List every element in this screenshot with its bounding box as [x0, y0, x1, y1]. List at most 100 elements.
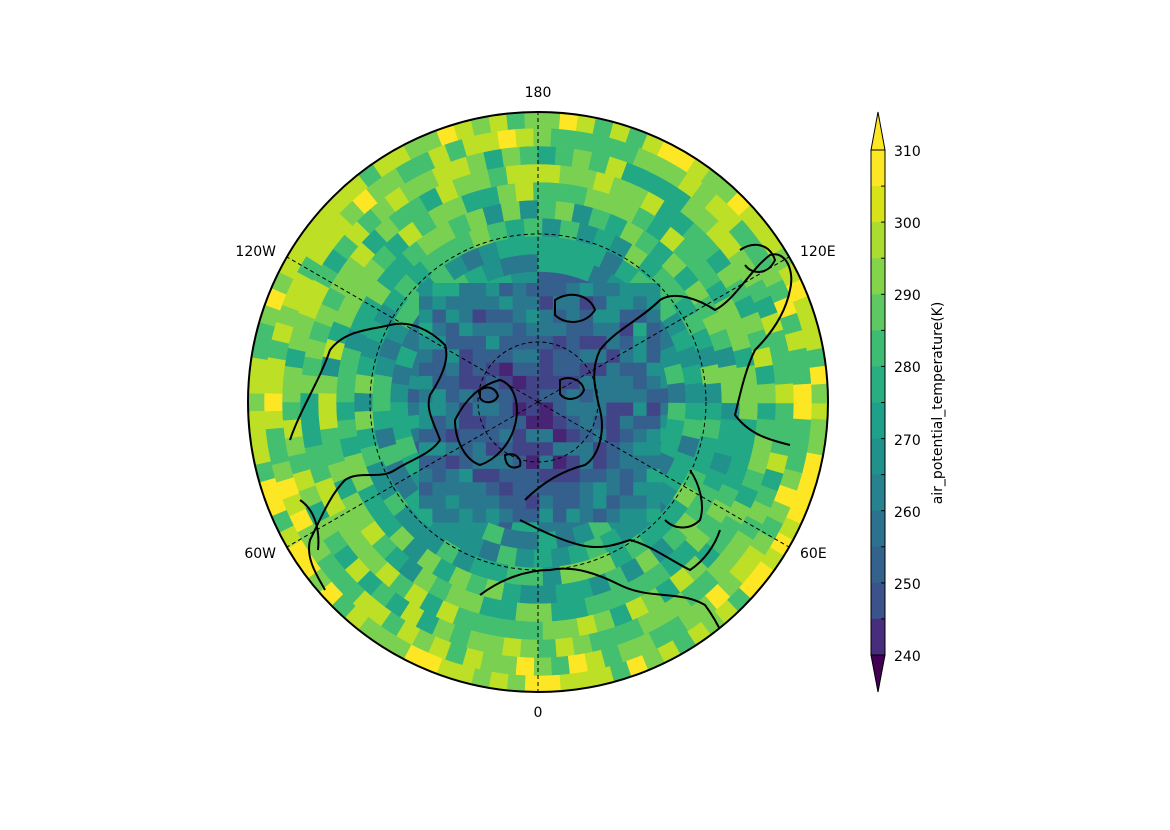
- temperature-cell: [485, 362, 500, 377]
- temperature-cell: [472, 442, 487, 456]
- temperature-cell: [459, 455, 473, 470]
- temperature-cell: [419, 508, 433, 523]
- colorbar-segment: [871, 222, 885, 259]
- temperature-cell: [445, 415, 460, 430]
- temperature-cell: [619, 468, 634, 483]
- temperature-cell: [419, 442, 433, 456]
- temperature-cell: [606, 336, 621, 350]
- temperature-cell: [811, 401, 828, 422]
- colorbar-segment: [871, 366, 885, 403]
- temperature-cell: [553, 691, 575, 692]
- temperature-cell: [448, 112, 473, 123]
- temperature-cell: [512, 309, 527, 324]
- temperature-cell: [646, 336, 661, 350]
- temperature-cell: [472, 482, 487, 496]
- temperature-cell: [472, 468, 487, 483]
- temperature-cell: [537, 253, 559, 274]
- temperature-cell: [497, 128, 519, 150]
- meridian-label-120w: 120W: [235, 244, 276, 260]
- temperature-cell: [566, 362, 581, 377]
- temperature-cell: [532, 235, 554, 255]
- temperature-cell: [552, 415, 567, 430]
- temperature-cell: [248, 364, 249, 386]
- temperature-cell: [485, 309, 500, 324]
- temperature-cell: [579, 429, 594, 443]
- temperature-cell: [512, 349, 527, 364]
- temperature-cell: [830, 384, 849, 403]
- temperature-cell: [526, 296, 540, 310]
- colorbar-segment: [871, 258, 885, 295]
- temperature-cell: [317, 391, 337, 412]
- temperature-cell: [445, 389, 460, 403]
- temperature-cell: [499, 402, 514, 417]
- temperature-cell: [432, 495, 447, 510]
- temperature-cell: [570, 689, 593, 692]
- temperature-cell: [552, 455, 567, 470]
- temperature-cell: [512, 442, 527, 456]
- temperature-cell: [335, 382, 356, 403]
- colorbar-segment: [871, 582, 885, 620]
- temperature-cell: [499, 495, 514, 510]
- temperature-cell: [646, 495, 661, 510]
- temperature-cell: [512, 283, 527, 297]
- temperature-cell: [485, 296, 500, 310]
- temperature-cell: [512, 429, 527, 443]
- temperature-cell: [619, 389, 634, 403]
- temperature-cell: [319, 426, 341, 449]
- temperature-cell: [432, 336, 447, 350]
- temperature-cell: [552, 362, 567, 377]
- temperature-cell: [566, 442, 581, 456]
- temperature-cell: [432, 442, 447, 456]
- temperature-cell: [566, 415, 581, 430]
- temperature-cell: [485, 442, 500, 456]
- temperature-cell: [540, 674, 562, 692]
- temperature-cell: [445, 362, 460, 377]
- temperature-cell: [459, 322, 473, 337]
- temperature-cell: [526, 482, 540, 496]
- meridian-line: [286, 256, 539, 403]
- temperature-cell: [532, 603, 553, 623]
- temperature-cell: [499, 415, 514, 430]
- temperature-cell: [228, 401, 247, 420]
- temperature-cell: [485, 482, 500, 496]
- temperature-cell: [593, 309, 607, 324]
- temperature-cell: [646, 455, 661, 470]
- temperature-cell: [445, 495, 460, 510]
- temperature-cell: [445, 283, 460, 297]
- temperature-cell: [512, 495, 527, 510]
- temperature-cell: [533, 127, 554, 147]
- temperature-cell: [606, 362, 621, 377]
- meridian-line: [286, 401, 539, 548]
- temperature-cell: [485, 349, 500, 364]
- temperature-cell: [553, 582, 576, 604]
- temperature-cell: [459, 283, 473, 297]
- temperature-cell: [646, 482, 661, 496]
- temperature-cell: [518, 253, 539, 274]
- temperature-cell: [248, 346, 251, 369]
- temperature-cell: [526, 468, 540, 483]
- temperature-cell: [248, 409, 266, 430]
- temperature-cell: [552, 495, 567, 510]
- temperature-cell: [619, 455, 634, 470]
- colorbar-segment: [871, 186, 885, 223]
- temperature-cell: [419, 296, 433, 310]
- temperature-cell: [526, 429, 540, 443]
- temperature-cell: [817, 468, 828, 493]
- temperature-cell: [485, 455, 500, 470]
- temperature-cell: [512, 508, 527, 523]
- colorbar-extend-min: [870, 654, 886, 693]
- temperature-cell: [539, 362, 554, 377]
- temperature-cell: [539, 468, 554, 483]
- temperature-cell: [526, 402, 540, 417]
- temperature-cell: [579, 508, 594, 523]
- colorbar-segment: [871, 150, 885, 187]
- temperature-cell: [606, 389, 621, 403]
- temperature-cell: [445, 296, 460, 310]
- temperature-cell: [518, 584, 539, 605]
- temperature-cell: [505, 163, 527, 185]
- temperature-cell: [248, 467, 259, 492]
- temperature-cell: [281, 382, 302, 403]
- colorbar-segment: [871, 618, 885, 656]
- meridian-label-180: 180: [525, 85, 552, 101]
